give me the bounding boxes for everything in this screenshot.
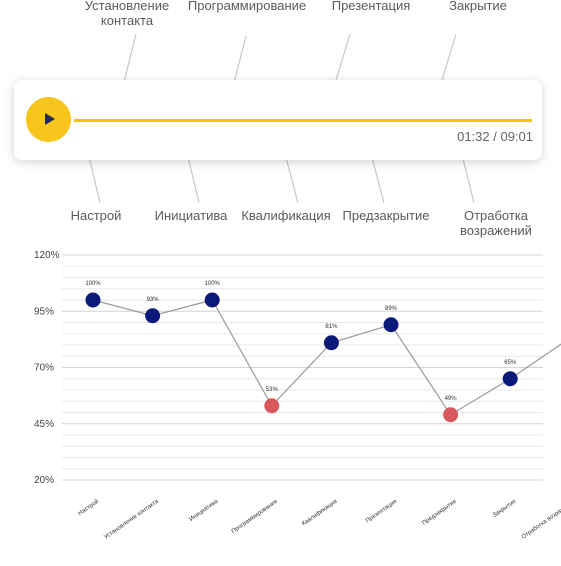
x-tick-label: Программирование bbox=[231, 498, 280, 535]
phase-label-kvalifikaciya: Квалификация bbox=[241, 208, 331, 223]
phase-label-ustanovlenie: Установление контакта bbox=[84, 0, 170, 28]
x-tick-label: Инициатива bbox=[188, 498, 219, 523]
y-tick-label: 95% bbox=[34, 306, 54, 317]
phase-label-iniciativa: Инициатива bbox=[154, 208, 228, 223]
data-point bbox=[443, 407, 459, 423]
time-readout: 01:32 / 09:01 bbox=[457, 129, 533, 144]
data-label: 100% bbox=[205, 281, 221, 287]
data-label: 53% bbox=[266, 387, 279, 393]
audio-player: 01:32 / 09:01 bbox=[14, 80, 542, 160]
data-label: 65% bbox=[504, 360, 517, 366]
y-tick-label: 45% bbox=[34, 419, 54, 430]
phase-label-zakrytie: Закрытие bbox=[449, 0, 507, 13]
x-tick-label: Презентация bbox=[365, 499, 398, 525]
data-point bbox=[323, 335, 339, 351]
data-point bbox=[502, 371, 518, 387]
y-tick-label: 20% bbox=[34, 475, 54, 486]
phase-label-nastroy: Настрой bbox=[70, 208, 122, 223]
series-line bbox=[92, 299, 561, 416]
play-button[interactable] bbox=[26, 97, 71, 142]
phase-label-otrabotka: Отработка возражений bbox=[460, 208, 532, 238]
line-chart: 120% 95% 70% 45% 20% 100% 93% 100% 53% 81% 89% 49% 6… bbox=[34, 250, 561, 541]
x-tick-label: Установление контакта bbox=[103, 498, 160, 540]
phase-label-prezentaciya: Презентация bbox=[331, 0, 411, 13]
data-label: 81% bbox=[325, 324, 338, 330]
x-tick-label: Отработка возражений bbox=[520, 498, 561, 541]
data-point bbox=[85, 292, 101, 308]
data-label: 100% bbox=[85, 281, 101, 287]
progress-track[interactable] bbox=[74, 119, 532, 122]
data-point bbox=[383, 317, 399, 333]
data-point bbox=[204, 292, 220, 308]
x-tick-label: Закрытие bbox=[492, 498, 518, 519]
data-point bbox=[264, 398, 280, 414]
data-point bbox=[145, 308, 161, 324]
x-tick-label: Квалификация bbox=[301, 499, 338, 528]
data-label: 49% bbox=[445, 396, 458, 402]
y-tick-label: 70% bbox=[34, 363, 54, 374]
x-tick-label: Предзакрытие bbox=[421, 498, 458, 526]
phase-label-predzakrytie: Предзакрытие bbox=[342, 208, 430, 223]
phase-label-programmirovanie: Программирование bbox=[187, 0, 307, 13]
data-label: 93% bbox=[147, 297, 160, 303]
play-icon bbox=[45, 113, 55, 125]
y-tick-label: 120% bbox=[34, 250, 60, 261]
data-label: 89% bbox=[385, 306, 398, 312]
x-tick-label: Настрой bbox=[77, 498, 100, 517]
